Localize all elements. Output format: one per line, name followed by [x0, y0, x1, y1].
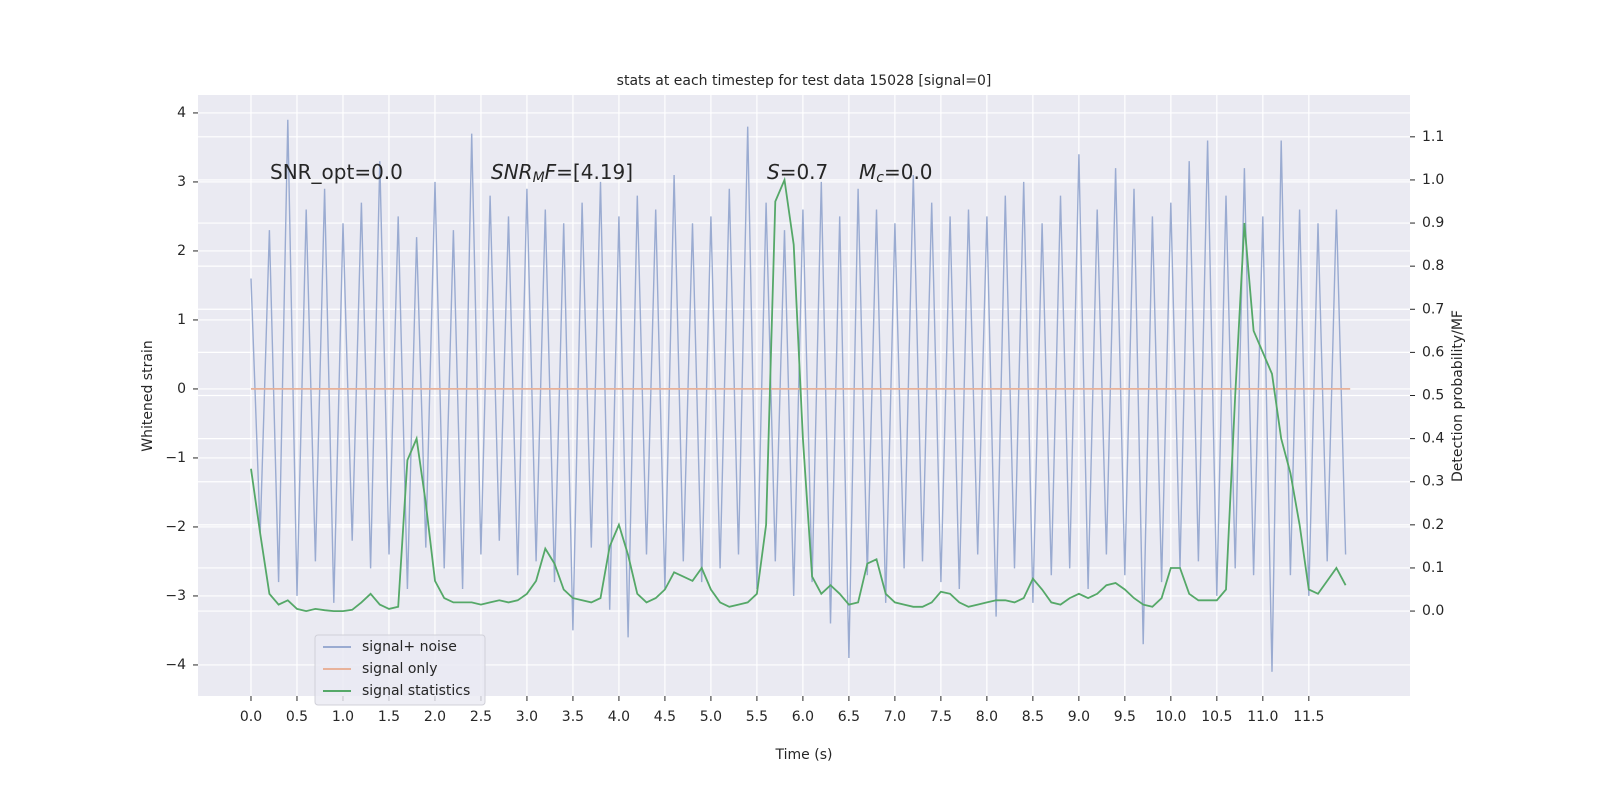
- legend-label: signal statistics: [362, 683, 470, 699]
- annotation-part: SNR: [491, 160, 533, 184]
- x-tick-label: 7.5: [930, 709, 952, 725]
- annotation: S=0.7: [767, 160, 828, 184]
- y-tick-label: 0: [177, 381, 186, 397]
- legend: signal+ noise signal only signal statistic…: [314, 634, 486, 706]
- annotation-part: F: [545, 160, 557, 184]
- x-tick-label: 1.5: [378, 709, 400, 725]
- x-tick-label: 8.0: [976, 709, 998, 725]
- legend-label: signal only: [362, 661, 437, 677]
- y2-tick-label: 0.1: [1422, 560, 1444, 576]
- x-tick-label: 4.5: [654, 709, 676, 725]
- y-tick-label: −3: [165, 588, 186, 604]
- y-tick-label: −2: [165, 519, 186, 535]
- x-tick-label: 2.5: [470, 709, 492, 725]
- x-tick-label: 0.5: [286, 709, 308, 725]
- x-tick-label: 9.0: [1068, 709, 1090, 725]
- y-tick-label: −4: [165, 657, 186, 673]
- annotation-part: S: [767, 160, 780, 184]
- legend-box: [314, 634, 486, 706]
- annotation-part: =0.0: [884, 160, 933, 184]
- x-tick-label: 7.0: [884, 709, 906, 725]
- y-tick-label: 3: [177, 174, 186, 190]
- x-tick-label: 5.0: [700, 709, 722, 725]
- annotation-part: SNR_opt=0.0: [270, 160, 403, 184]
- y2-tick-label: 0.4: [1422, 431, 1444, 447]
- series-line: [250, 176, 1347, 613]
- x-tick-label: 5.5: [746, 709, 768, 725]
- y-tick-label: −1: [165, 450, 186, 466]
- y2-tick-label: 0.2: [1422, 517, 1444, 533]
- y-tick-label: 2: [177, 243, 186, 259]
- legend-label: signal+ noise: [362, 639, 457, 655]
- x-tick-label: 10.5: [1201, 709, 1232, 725]
- annotation-part: =[4.19]: [556, 160, 633, 184]
- x-tick-label: 6.5: [838, 709, 860, 725]
- x-tick-label: 4.0: [608, 709, 630, 725]
- annotation-part: c: [876, 170, 884, 186]
- y-axis-label: Whitened strain: [140, 340, 156, 451]
- y2-tick-label: 0.7: [1422, 301, 1444, 317]
- annotation: SNR_opt=0.0: [270, 160, 403, 184]
- annotation-part: M: [533, 170, 545, 186]
- y2-tick-label: 0.0: [1422, 603, 1444, 619]
- x-tick-label: 0.0: [240, 709, 262, 725]
- x-tick-label: 10.0: [1155, 709, 1186, 725]
- annotation: Mc=0.0: [859, 160, 933, 187]
- y2-tick-label: 1.0: [1422, 172, 1444, 188]
- y2-tick-label: 1.1: [1422, 129, 1444, 145]
- x-tick-label: 1.0: [332, 709, 354, 725]
- y2-tick-label: 0.6: [1422, 344, 1444, 360]
- x-tick-label: 11.5: [1293, 709, 1324, 725]
- annotation: SNRMF=[4.19]: [491, 160, 633, 187]
- y2-tick-label: 0.9: [1422, 215, 1444, 231]
- x-tick-label: 3.5: [562, 709, 584, 725]
- chart-title: stats at each timestep for test data 150…: [617, 73, 992, 89]
- x-tick-label: 8.5: [1022, 709, 1044, 725]
- x-tick-label: 9.5: [1114, 709, 1136, 725]
- y-tick-label: 1: [177, 312, 186, 328]
- series-line: [250, 119, 1347, 672]
- x-tick-label: 11.0: [1247, 709, 1278, 725]
- x-tick-label: 2.0: [424, 709, 446, 725]
- x-tick-label: 6.0: [792, 709, 814, 725]
- x-axis-label: Time (s): [775, 747, 833, 763]
- y2-tick-label: 0.3: [1422, 474, 1444, 490]
- y2-axis-label: Detection probability/MF: [1450, 310, 1466, 482]
- y2-tick-label: 0.8: [1422, 258, 1444, 274]
- x-tick-label: 3.0: [516, 709, 538, 725]
- y-tick-label: 4: [177, 105, 186, 121]
- annotation-part: =0.7: [780, 160, 829, 184]
- y2-tick-label: 0.5: [1422, 388, 1444, 404]
- annotation-part: M: [859, 160, 876, 184]
